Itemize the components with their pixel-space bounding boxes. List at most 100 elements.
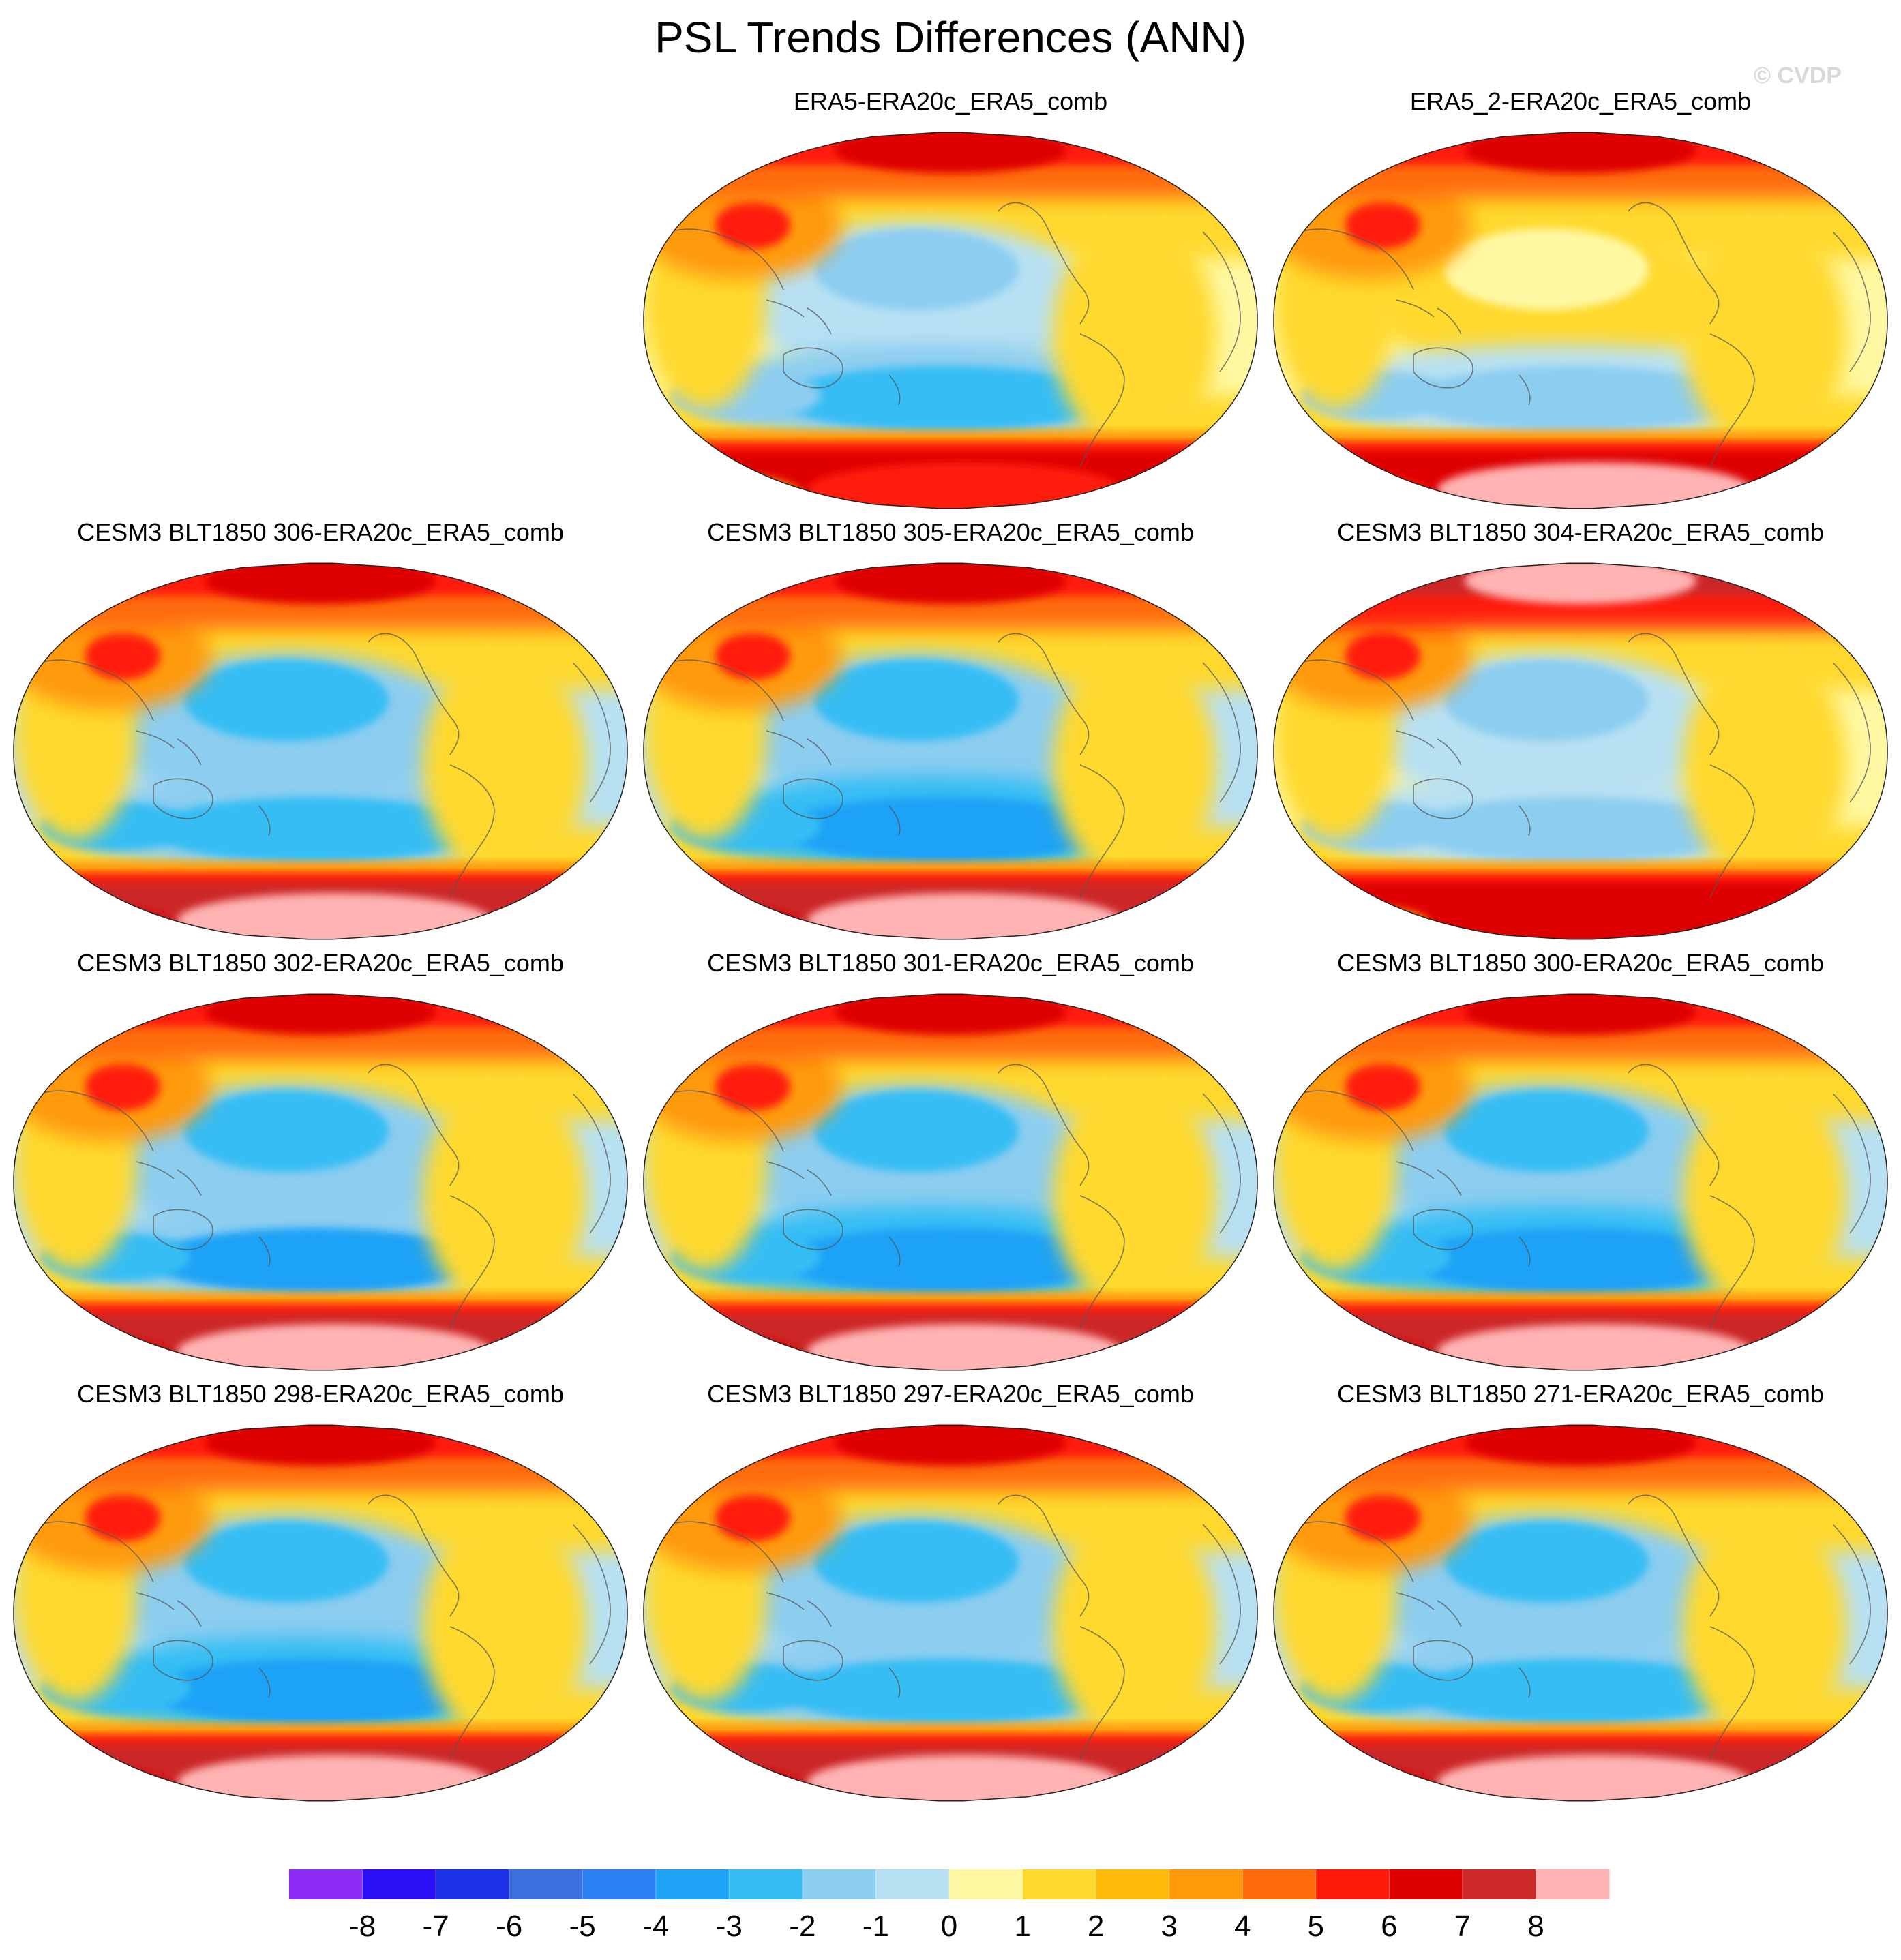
colorbar-tick-label: -1 <box>863 1910 889 1943</box>
contour-atlantic <box>1683 1080 1846 1312</box>
coast-australia <box>153 778 213 819</box>
contour-atlantic <box>1683 218 1846 450</box>
contour-southern-ocean-core <box>150 797 477 862</box>
contour-southern-ocean-core <box>150 1228 477 1293</box>
coast-australia <box>1413 1640 1473 1681</box>
colorbar-swatch <box>1022 1869 1096 1899</box>
panel-title: CESM3 BLT1850 305-ERA20c_ERA5_comb <box>707 518 1194 546</box>
coast-north-america <box>368 633 460 755</box>
coastlines <box>1300 1064 1871 1329</box>
panel-title: CESM3 BLT1850 298-ERA20c_ERA5_comb <box>77 1380 564 1408</box>
coast-south-america <box>1709 1195 1755 1329</box>
coast-africa <box>1832 1524 1871 1665</box>
contour-north-pacific-core <box>184 659 389 741</box>
contour-tibet <box>1345 632 1420 680</box>
colorbar-swatch <box>436 1869 510 1899</box>
coast-asia <box>40 1090 154 1152</box>
coast-south-america <box>1079 1626 1125 1760</box>
coast-africa <box>1832 662 1871 803</box>
coast-asia <box>1300 228 1414 290</box>
contour-field <box>644 563 1257 939</box>
contour-arctic-core <box>1465 1425 1696 1466</box>
contour-southern-ocean-core <box>1410 1659 1737 1724</box>
coast-south-america <box>1079 764 1125 899</box>
map-outline <box>1273 132 1888 509</box>
contour-north-pacific-core <box>814 1090 1019 1172</box>
map-panel <box>1273 1424 1888 1802</box>
contour-arctic-core <box>1465 563 1696 604</box>
map-panel <box>1273 993 1888 1371</box>
contour-atlantic <box>1053 1511 1216 1743</box>
coastlines <box>670 1064 1241 1329</box>
coast-africa <box>572 1524 611 1665</box>
contour-arctic-core <box>205 563 436 604</box>
contour-field <box>644 994 1257 1370</box>
contour-atlantic <box>423 649 586 881</box>
contour-north-pacific-core <box>814 228 1019 310</box>
contour-southern-ocean-core <box>780 797 1107 862</box>
colorbar-tick-label: 7 <box>1454 1910 1471 1943</box>
map-outline <box>643 1424 1258 1802</box>
coastlines <box>670 202 1241 468</box>
coast-africa <box>1202 1093 1241 1234</box>
coast-north-america <box>1628 633 1720 755</box>
colorbar-swatch <box>509 1869 583 1899</box>
contour-atlantic <box>1053 218 1216 450</box>
contour-north-pacific-core <box>814 659 1019 741</box>
map-panel <box>13 993 628 1371</box>
coast-asia <box>670 1090 784 1152</box>
coast-asia <box>670 228 784 290</box>
coast-north-america <box>368 1064 460 1186</box>
colorbar-swatch <box>729 1869 803 1899</box>
colorbar-swatch <box>362 1869 436 1899</box>
colorbar-tick-label: 4 <box>1234 1910 1251 1943</box>
contour-tibet <box>715 632 790 680</box>
contour-tibet <box>715 1494 790 1541</box>
colorbar-tick-label: 6 <box>1381 1910 1397 1943</box>
coast-new-zealand <box>1518 1667 1531 1698</box>
coast-maritime-continent <box>1396 299 1462 335</box>
coast-maritime-continent <box>766 730 832 766</box>
map-panel <box>643 562 1258 940</box>
coast-new-zealand <box>888 805 901 836</box>
contour-atlantic <box>1683 649 1846 881</box>
colorbar-swatch <box>1389 1869 1463 1899</box>
contour-southern-ocean-core <box>1410 366 1737 432</box>
coast-south-america <box>1079 1195 1125 1329</box>
coast-new-zealand <box>1518 805 1531 836</box>
coast-new-zealand <box>258 1236 271 1267</box>
colorbar-tick-label: -5 <box>569 1910 596 1943</box>
coast-asia <box>1300 1090 1414 1152</box>
coast-north-america <box>1628 1064 1720 1186</box>
coast-new-zealand <box>888 374 901 406</box>
contour-arctic-core <box>835 132 1066 173</box>
contour-arctic-core <box>835 994 1066 1035</box>
coastlines <box>670 1494 1241 1760</box>
colorbar-swatch <box>1462 1869 1536 1899</box>
map-outline <box>13 993 628 1371</box>
coast-north-america <box>998 1064 1090 1186</box>
map-outline <box>643 132 1258 509</box>
colorbar-tick-label: 1 <box>1014 1910 1030 1943</box>
map-outline <box>643 562 1258 940</box>
map-outline <box>13 1424 628 1802</box>
coastlines <box>670 633 1241 899</box>
contour-atlantic <box>1053 649 1216 881</box>
contour-field <box>14 994 627 1370</box>
contour-tibet <box>85 632 160 680</box>
coast-north-america <box>998 633 1090 755</box>
coast-australia <box>783 347 843 389</box>
coast-maritime-continent <box>1396 1161 1462 1196</box>
coast-maritime-continent <box>1396 1592 1462 1627</box>
contour-southern-ocean-core <box>780 1228 1107 1293</box>
panel-title: CESM3 BLT1850 271-ERA20c_ERA5_comb <box>1337 1380 1824 1408</box>
coast-asia <box>670 1521 784 1583</box>
map-panel <box>643 993 1258 1371</box>
map-outline <box>1273 562 1888 940</box>
contour-southern-ocean-core <box>780 366 1107 432</box>
panel-title: CESM3 BLT1850 302-ERA20c_ERA5_comb <box>77 949 564 977</box>
coast-africa <box>1202 1524 1241 1665</box>
panel-title: CESM3 BLT1850 304-ERA20c_ERA5_comb <box>1337 518 1824 546</box>
coast-new-zealand <box>1518 374 1531 406</box>
